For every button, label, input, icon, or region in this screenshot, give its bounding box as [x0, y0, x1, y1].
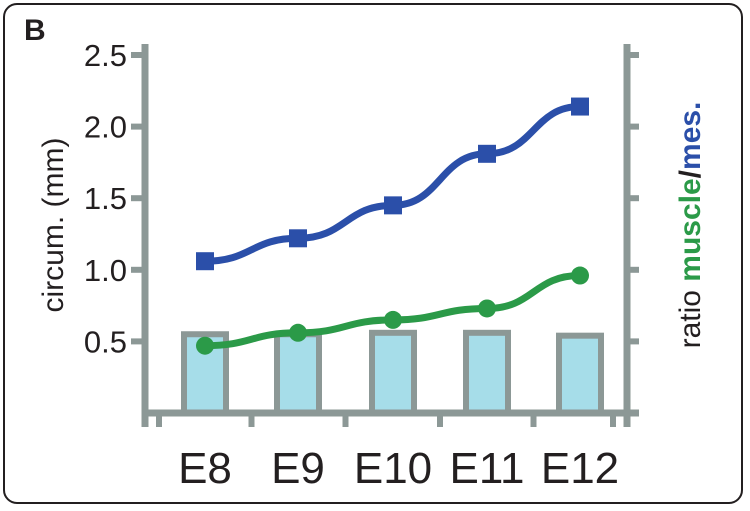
ratio-point-e11 [478, 299, 496, 318]
bar-e12 [556, 332, 604, 416]
figure-panel [3, 3, 743, 504]
y-tick-label: 1.5 [84, 181, 127, 216]
circumference-point-e9 [289, 229, 307, 248]
y2-label-prefix: ratio [674, 282, 707, 349]
x-tick-label-e12: E12 [541, 444, 619, 493]
bar-e11 [463, 329, 511, 417]
y-tick-label: 1.0 [84, 253, 127, 288]
bar-e10 [369, 329, 417, 417]
circumference-point-e10 [384, 196, 402, 215]
ratio-point-e9 [289, 323, 307, 342]
circumference-point-e8 [196, 252, 214, 271]
y2-label-mes: mes. [674, 102, 707, 170]
ticks-layer: 0.5 1.0 1.5 2.0 2.5 E8 E9 E10 E11 E12 [84, 38, 619, 493]
bar-e9 [274, 331, 322, 416]
lines-layer [196, 97, 589, 355]
y-axis-label: circum. (mm) [37, 138, 70, 313]
y2-label-slash: / [674, 169, 707, 178]
bars-layer [181, 329, 604, 417]
x-tick-label-e11: E11 [449, 444, 524, 493]
y2-label-muscle: muscle [674, 178, 707, 281]
x-tick-label-e9: E9 [271, 444, 325, 493]
secondary-axis-label: ratio muscle/mes. [674, 102, 707, 349]
x-tick-label-e8: E8 [178, 444, 232, 493]
panel-label: B [24, 14, 46, 47]
circumference-point-e11 [478, 144, 496, 163]
circumference-line [204, 103, 581, 265]
ratio-point-e10 [384, 310, 402, 329]
ratio-point-e8 [196, 336, 214, 355]
y-tick-label: 2.5 [84, 38, 127, 73]
y-tick-label: 0.5 [84, 324, 127, 359]
ratio-point-e12 [571, 266, 589, 285]
y-tick-label: 2.0 [84, 110, 127, 145]
x-tick-label-e10: E10 [354, 444, 432, 493]
circumference-point-e12 [571, 97, 589, 116]
axes-layer [131, 44, 639, 427]
